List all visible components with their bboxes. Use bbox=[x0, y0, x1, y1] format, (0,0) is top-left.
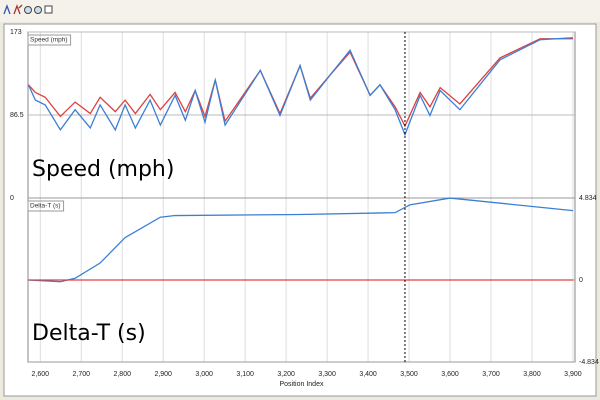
x-tick-label: 2,700 bbox=[73, 371, 91, 378]
x-tick-label: 3,100 bbox=[236, 371, 254, 378]
x-tick-label: 3,400 bbox=[359, 371, 377, 378]
y-tick-label: -4.834 bbox=[579, 359, 599, 366]
x-axis-title: Position Index bbox=[280, 381, 324, 388]
series-line bbox=[28, 197, 574, 283]
tool-icon[interactable] bbox=[13, 4, 23, 15]
x-tick-label: 3,000 bbox=[195, 371, 213, 378]
series-line bbox=[27, 38, 573, 128]
channel-label-box bbox=[27, 34, 72, 46]
x-tick-label: 3,700 bbox=[482, 371, 500, 378]
y-tick-label: 0 bbox=[579, 277, 583, 284]
x-tick-label: 2,800 bbox=[113, 371, 131, 378]
x-tick-label: 3,200 bbox=[277, 371, 295, 378]
y-tick-label: 0 bbox=[10, 195, 14, 202]
x-tick-label: 3,600 bbox=[441, 371, 459, 378]
series-line bbox=[27, 37, 573, 137]
fit-icon[interactable] bbox=[44, 5, 53, 14]
x-tick-label: 3,300 bbox=[318, 371, 336, 378]
chart-annotation: Delta-T (s) bbox=[32, 321, 146, 346]
x-tick-label: 2,600 bbox=[32, 371, 50, 378]
x-tick-label: 3,900 bbox=[564, 371, 582, 378]
x-tick-label: 3,800 bbox=[523, 371, 541, 378]
y-tick-label: 4.834 bbox=[579, 195, 597, 202]
zoom-out-icon[interactable] bbox=[34, 6, 42, 14]
plots: 0 86.5 173 Speed (mph) Speed (mph) 2,600 2,700… bbox=[10, 29, 599, 388]
toolbar-icons bbox=[3, 4, 53, 15]
channel-label: Delta-T (s) bbox=[30, 203, 61, 210]
x-tick-label: 3,500 bbox=[400, 371, 418, 378]
x-tick-label: 2,900 bbox=[154, 371, 172, 378]
tool-icon[interactable] bbox=[3, 4, 11, 15]
plot-panel bbox=[3, 23, 597, 397]
y-tick-label: 86.5 bbox=[10, 112, 24, 119]
toolbar bbox=[0, 0, 600, 22]
chart-annotation: Speed (mph) bbox=[32, 157, 174, 182]
channel-label-box bbox=[27, 200, 65, 212]
channel-label: Speed (mph) bbox=[30, 37, 68, 44]
zoom-in-icon[interactable] bbox=[24, 6, 32, 14]
y-tick-label: 173 bbox=[10, 29, 22, 36]
